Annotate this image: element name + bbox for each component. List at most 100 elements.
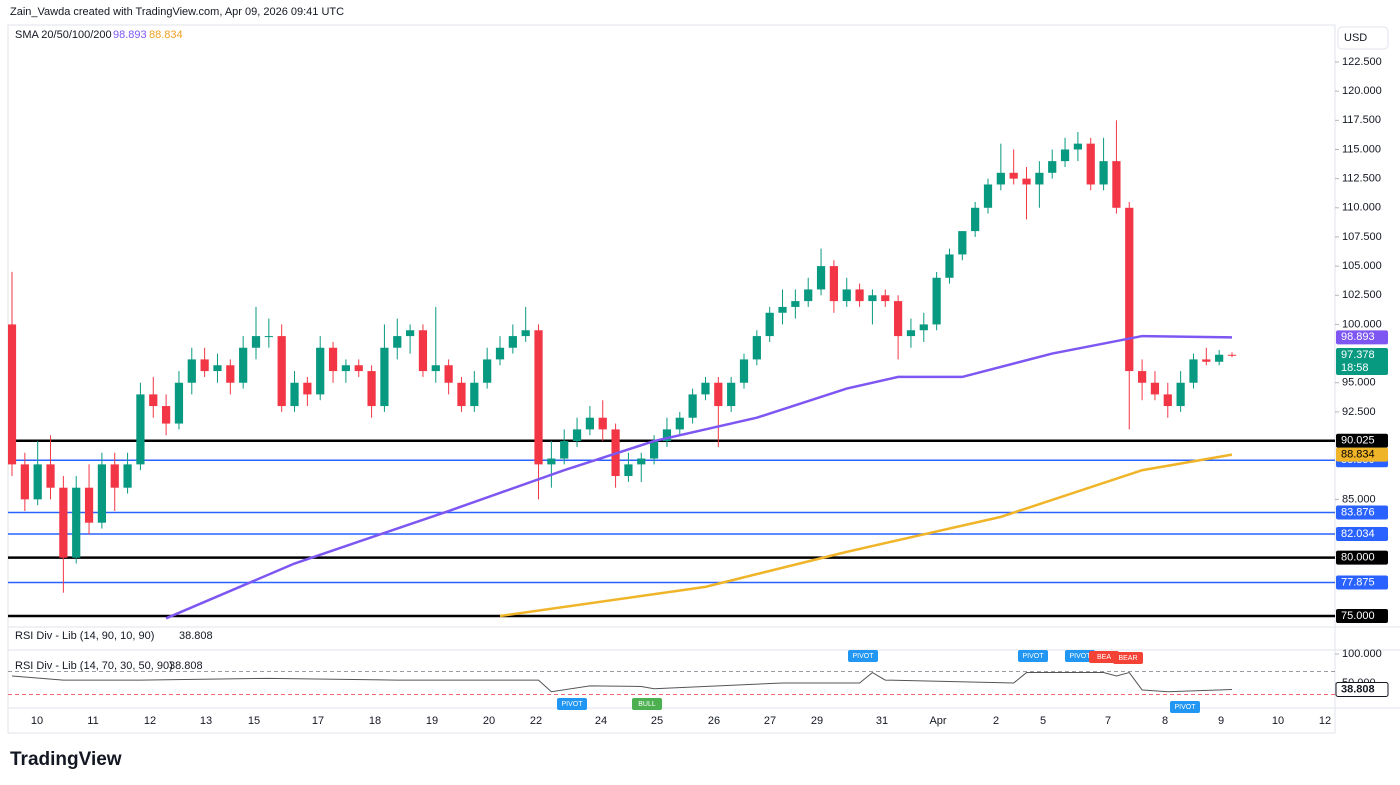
- y-tick-label: 85.000: [1342, 493, 1376, 505]
- x-tick-label: 17: [312, 715, 324, 727]
- rsi-signal-label: PIVOT: [1174, 704, 1196, 711]
- price-tag: [1336, 575, 1388, 590]
- candle-body: [1060, 149, 1070, 162]
- candle-body: [431, 365, 440, 372]
- candle-body: [804, 289, 813, 302]
- candle-body: [20, 464, 29, 500]
- candle-body: [457, 382, 466, 407]
- price-tag-label: 75.000: [1341, 610, 1375, 622]
- candle-body: [405, 330, 415, 337]
- price-tag-label: 80.000: [1341, 552, 1375, 564]
- candle-body: [893, 301, 903, 337]
- x-tick-label: 10: [1272, 715, 1284, 727]
- sma-legend: SMA 20/50/100/200: [15, 29, 112, 41]
- candle-body: [752, 336, 761, 360]
- x-tick-label: 12: [144, 715, 156, 727]
- candle-body: [187, 359, 196, 383]
- logo: TradingView: [10, 749, 122, 770]
- candle-body: [213, 365, 222, 372]
- candle-body: [1176, 382, 1185, 407]
- x-tick-label: 19: [426, 715, 438, 727]
- x-tick-label: 8: [1162, 715, 1168, 727]
- rsi-legend: RSI Div - Lib (14, 70, 30, 50, 90): [15, 660, 173, 672]
- rsi-signal: [557, 698, 587, 710]
- rsi-signal-label: BULL: [638, 701, 656, 708]
- candle-body: [97, 464, 107, 523]
- rsi-signal: [848, 650, 878, 662]
- price-tag-label: 98.893: [1341, 331, 1375, 343]
- y-tick-label: 95.000: [1342, 377, 1376, 389]
- price-tag: [1336, 609, 1388, 623]
- candle-body: [971, 207, 980, 232]
- candle-body: [33, 464, 42, 500]
- candle-body: [316, 347, 325, 395]
- rsi-signal: [632, 698, 662, 710]
- price-tag: [1336, 505, 1388, 520]
- rsi-tag-label: 38.808: [1341, 683, 1375, 695]
- price-tag: [1336, 526, 1388, 541]
- rsi-signal: [1113, 652, 1143, 664]
- x-tick-label: 5: [1040, 715, 1046, 727]
- x-tick-label: 12: [1319, 715, 1331, 727]
- candle-body: [906, 330, 916, 337]
- candle-body: [739, 359, 749, 383]
- countdown: 18:58: [1341, 362, 1369, 374]
- rsi-signal: [1089, 651, 1119, 663]
- x-tick-label: Apr: [929, 715, 946, 727]
- rsi-signal-label: BEAR: [1118, 655, 1137, 662]
- candle-body: [881, 295, 890, 302]
- candle-body: [1112, 161, 1121, 208]
- price-tag-label: 83.876: [1341, 506, 1375, 518]
- candle-body: [637, 458, 646, 465]
- candle-body: [136, 394, 145, 465]
- candle-body: [1035, 172, 1044, 185]
- candle-body: [791, 301, 800, 307]
- currency-button[interactable]: [1337, 26, 1389, 50]
- candle-body: [585, 417, 595, 430]
- candle-body: [264, 336, 273, 338]
- candle-body: [842, 289, 851, 302]
- candle-body: [303, 382, 312, 395]
- candle-body: [958, 231, 967, 255]
- candle-body: [1137, 371, 1147, 383]
- candle-body: [161, 406, 171, 424]
- rsi-signal-label: BEA: [1097, 654, 1111, 661]
- x-tick-label: 15: [248, 715, 260, 727]
- candle-body: [996, 172, 1005, 185]
- x-tick-label: 2: [993, 715, 999, 727]
- candle-body: [572, 429, 582, 442]
- price-tag: [1336, 447, 1388, 462]
- candle-body: [598, 417, 607, 430]
- main-pane: [8, 120, 1335, 620]
- candle-body: [1125, 207, 1134, 372]
- candle-body: [174, 382, 184, 424]
- candle-body: [483, 359, 492, 383]
- x-tick-label: 20: [483, 715, 495, 727]
- sma-line: [165, 334, 1233, 620]
- candle-body: [983, 184, 993, 208]
- y-tick-label: 102.500: [1342, 289, 1382, 301]
- x-tick-label: 10: [31, 715, 43, 727]
- candle-body: [508, 336, 517, 348]
- sma-legend-value: 98.893: [113, 29, 147, 41]
- candle-body: [277, 336, 286, 407]
- candle-body: [624, 464, 633, 477]
- candle-body: [380, 347, 389, 407]
- candle-body: [444, 365, 453, 383]
- currency[interactable]: USD: [1344, 32, 1367, 44]
- candle-body: [251, 336, 261, 348]
- candle-body: [727, 382, 736, 407]
- candle-body: [534, 330, 543, 465]
- candle-body: [701, 382, 710, 395]
- x-tick-label: 9: [1218, 715, 1224, 727]
- rsi-signal: [1065, 650, 1095, 662]
- candle-body: [662, 429, 672, 442]
- candle-body: [1227, 354, 1237, 356]
- rsi-signal-label: PIVOT: [1069, 653, 1091, 660]
- sma-legend-value: 88.834: [149, 29, 183, 41]
- last-price-label: 97.378: [1341, 349, 1375, 361]
- candle-body: [1163, 394, 1172, 407]
- candle-body: [418, 330, 428, 372]
- x-tick-label: 11: [87, 715, 98, 727]
- candle-body: [919, 324, 928, 331]
